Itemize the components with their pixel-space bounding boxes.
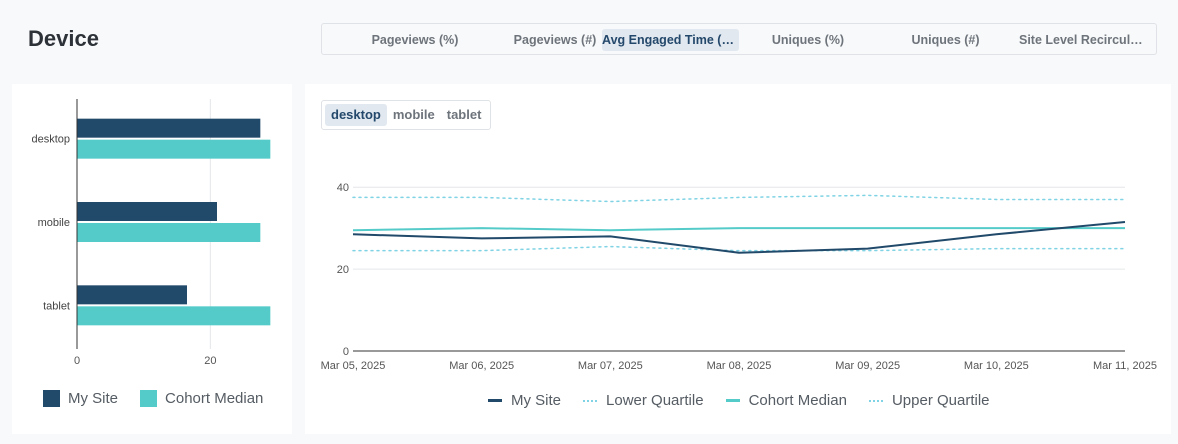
bar-chart-legend: My Site Cohort Median <box>43 390 263 407</box>
bar <box>77 118 261 138</box>
bar <box>77 139 271 159</box>
x-tick-label: Mar 09, 2025 <box>835 360 900 372</box>
legend-label: My Site <box>68 390 119 407</box>
page-title: Device <box>28 26 99 51</box>
bar <box>77 223 261 242</box>
bar <box>77 306 271 326</box>
series-line <box>352 227 1125 232</box>
x-tick-label: Mar 05, 2025 <box>321 360 386 372</box>
tab-site-level-recirculation[interactable]: Site Level Recirculation <box>1019 33 1145 47</box>
x-tick-label: Mar 06, 2025 <box>449 360 514 372</box>
legend-swatch-cohort-median <box>140 390 158 407</box>
tab-desktop[interactable]: desktop <box>325 104 387 126</box>
legend-lower-quartile[interactable]: Lower Quartile <box>583 392 704 409</box>
legend-swatch-cohort-median <box>725 399 740 402</box>
line-chart-legend: My Site Lower Quartile Cohort Median Upp… <box>488 392 990 409</box>
legend-swatch-upper-quartile <box>868 399 883 402</box>
tab-uniques-count[interactable]: Uniques (#) <box>911 33 980 47</box>
bar <box>77 285 187 305</box>
x-tick-label: Mar 11, 2025 <box>1093 360 1157 372</box>
tab-pageviews-percent[interactable]: Pageviews (%) <box>371 33 459 47</box>
legend-cohort-median[interactable]: Cohort Median <box>725 392 847 409</box>
tab-avg-engaged-time[interactable]: Avg Engaged Time (sec) <box>602 29 739 51</box>
legend-swatch-my-site <box>43 390 60 407</box>
device-bar-chart: 0 20 desktop mobile tablet <box>31 99 271 367</box>
x-tick-label: 0 <box>74 355 80 367</box>
legend-label: Lower Quartile <box>606 392 704 409</box>
y-tick-label: tablet <box>43 300 70 312</box>
bar <box>77 202 217 221</box>
device-bar-chart-panel: 0 20 desktop mobile tablet My Site Cohort Me… <box>12 84 292 434</box>
legend-label: Cohort Median <box>748 392 847 409</box>
legend-my-site[interactable]: My Site <box>488 392 561 409</box>
x-tick-label: Mar 07, 2025 <box>578 360 643 372</box>
legend-label: Cohort Median <box>165 390 264 407</box>
y-tick-label: 40 <box>337 182 349 194</box>
engaged-time-line-chart: 0 20 40 Mar 05, 2025 Mar 06, 2025 Mar 07, 202… <box>321 182 1157 372</box>
legend-my-site[interactable]: My Site <box>43 390 118 407</box>
y-tick-label: mobile <box>38 217 70 229</box>
x-tick-label: Mar 10, 2025 <box>964 360 1029 372</box>
legend-upper-quartile[interactable]: Upper Quartile <box>868 392 990 409</box>
tab-mobile[interactable]: mobile <box>392 107 435 122</box>
device-tab-bar: desktop mobile tablet <box>321 100 492 130</box>
x-tick-label: Mar 08, 2025 <box>707 360 772 372</box>
time-series-panel: desktop mobile tablet 0 20 40 Mar 05, 2025 M… <box>305 84 1171 434</box>
series-line <box>352 245 1126 252</box>
tab-tablet[interactable]: tablet <box>446 107 482 122</box>
legend-label: Upper Quartile <box>891 392 990 409</box>
tab-uniques-percent[interactable]: Uniques (%) <box>771 33 845 47</box>
series-line <box>352 194 1126 203</box>
legend-cohort-median[interactable]: Cohort Median <box>140 390 263 407</box>
metric-tab-bar: Pageviews (%) Pageviews (#) Avg Engaged … <box>321 23 1157 55</box>
legend-swatch-my-site <box>488 399 502 402</box>
legend-label: My Site <box>511 392 562 409</box>
x-tick-label: 20 <box>204 355 216 367</box>
y-tick-label: 20 <box>337 264 349 276</box>
y-tick-label: desktop <box>31 134 70 146</box>
y-tick-label: 0 <box>343 346 349 358</box>
legend-swatch-lower-quartile <box>583 399 598 402</box>
series-line <box>352 221 1126 254</box>
